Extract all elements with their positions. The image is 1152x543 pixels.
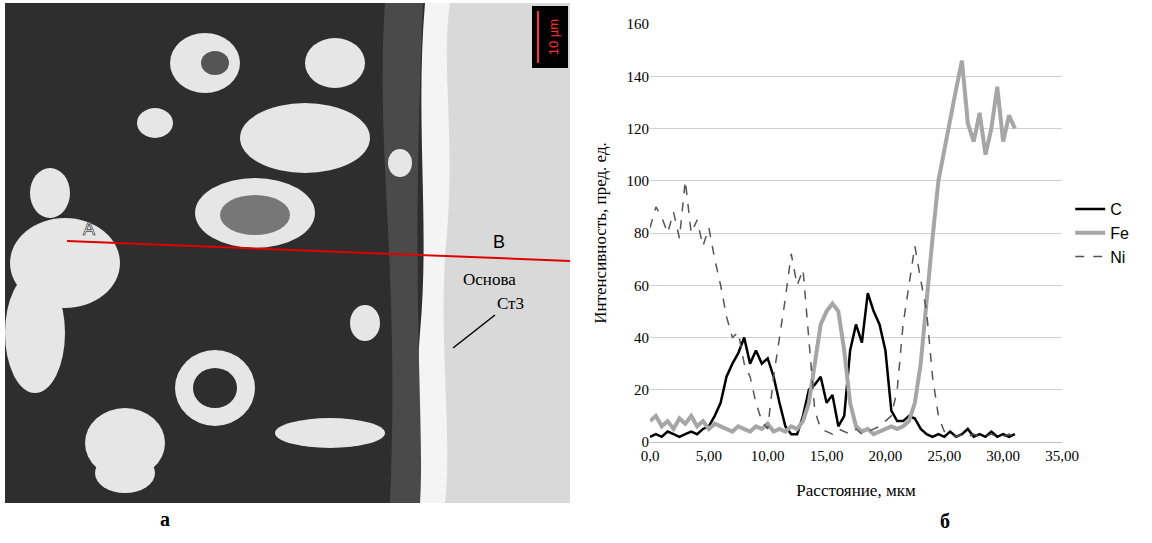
- svg-text:Ni: Ni: [1110, 249, 1125, 266]
- svg-text:A: A: [83, 219, 95, 239]
- svg-text:60: 60: [634, 278, 649, 294]
- svg-text:0: 0: [642, 434, 650, 450]
- html-text:а: а: [160, 508, 170, 530]
- svg-text:Ст3: Ст3: [497, 294, 524, 313]
- html-text:б: б: [940, 510, 950, 532]
- svg-text:Расстояние, мкм: Расстояние, мкм: [796, 481, 916, 500]
- svg-text:5,00: 5,00: [696, 448, 722, 464]
- svg-text:Основа: Основа: [463, 270, 516, 289]
- svg-text:35,00: 35,00: [1045, 448, 1079, 464]
- svg-text:30,00: 30,00: [986, 448, 1020, 464]
- svg-text:20,00: 20,00: [869, 448, 903, 464]
- svg-text:80: 80: [634, 225, 649, 241]
- svg-text:Интенсивность, пред. ед.: Интенсивность, пред. ед.: [591, 142, 610, 324]
- svg-text:B: B: [493, 232, 505, 252]
- svg-text:15,00: 15,00: [810, 448, 844, 464]
- svg-text:25,00: 25,00: [927, 448, 961, 464]
- svg-text:0,0: 0,0: [641, 448, 660, 464]
- svg-text:10 µm: 10 µm: [546, 19, 561, 55]
- svg-text:160: 160: [627, 16, 650, 32]
- svg-text:20: 20: [634, 382, 649, 398]
- svg-text:100: 100: [627, 173, 650, 189]
- svg-text:10,00: 10,00: [751, 448, 785, 464]
- svg-text:140: 140: [627, 69, 650, 85]
- svg-text:120: 120: [627, 121, 650, 137]
- svg-text:C: C: [1110, 201, 1122, 218]
- svg-text:Fe: Fe: [1110, 225, 1129, 242]
- svg-text:40: 40: [634, 330, 649, 346]
